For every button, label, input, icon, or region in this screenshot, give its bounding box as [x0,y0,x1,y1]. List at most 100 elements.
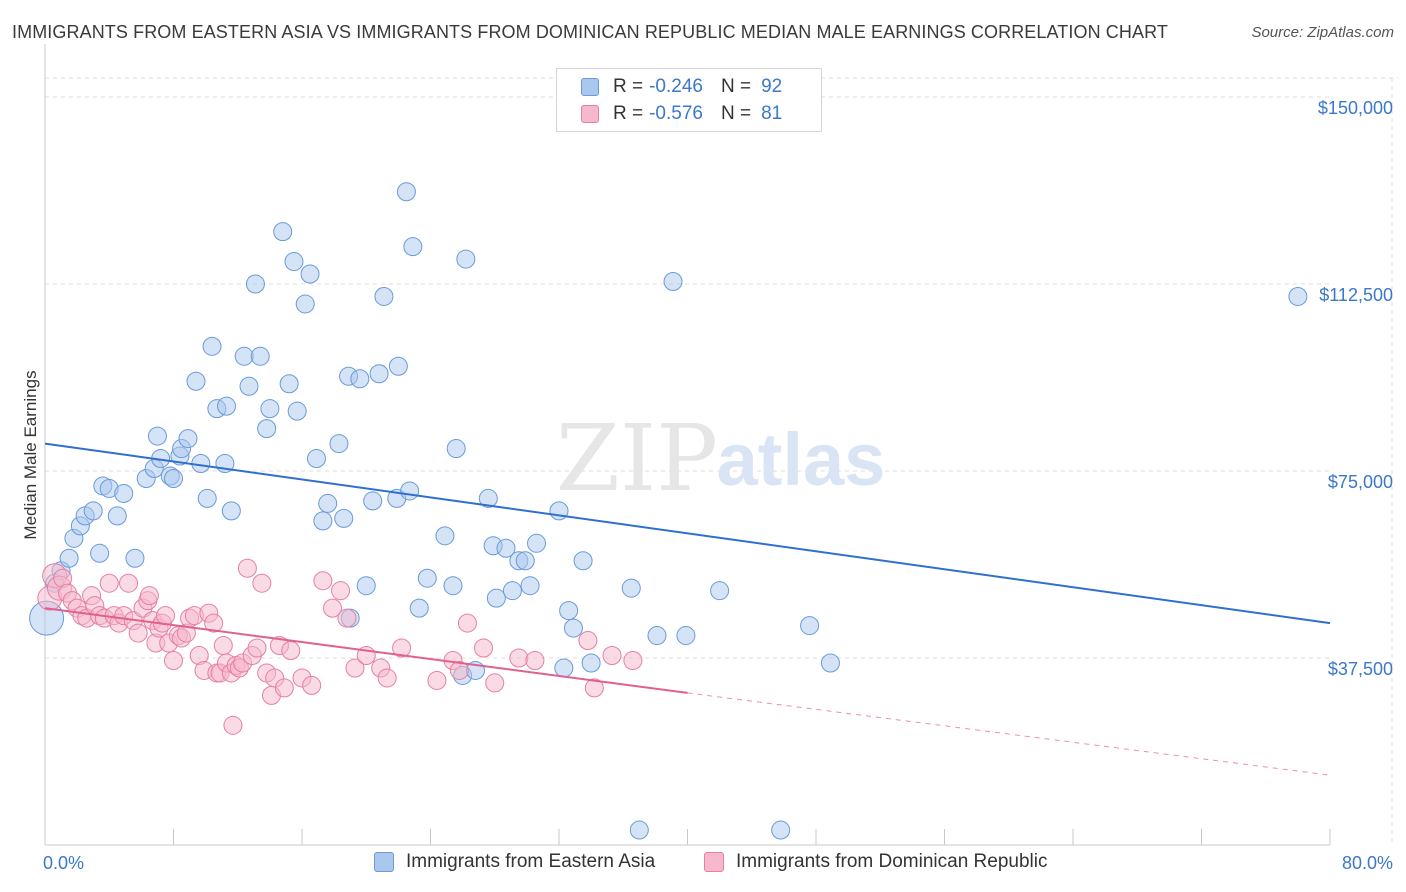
point-dominican-republic [578,631,598,651]
series-legend-eastern-asia: Immigrants from Eastern Asia [374,851,655,873]
point-eastern-asia [356,576,376,596]
point-eastern-asia [245,274,265,294]
y-tick-label: $37,500 [1328,659,1393,679]
chart-title: IMMIGRANTS FROM EASTERN ASIA VS IMMIGRAN… [12,22,1168,42]
point-eastern-asia [260,399,280,419]
point-dominican-republic [485,673,505,693]
point-dominican-republic [119,573,139,593]
point-eastern-asia [107,506,127,526]
point-dominican-republic [623,650,643,670]
point-eastern-asia [573,551,593,571]
point-dominican-republic [237,558,257,578]
point-eastern-asia [559,601,579,621]
point-eastern-asia [621,578,641,598]
point-eastern-asia [403,237,423,257]
point-eastern-asia [400,481,420,501]
series-swatch-blue [374,852,394,872]
x-tick-label: 80.0% [1342,853,1393,873]
point-eastern-asia [710,581,730,601]
point-eastern-asia [676,626,696,646]
point-eastern-asia [234,346,254,366]
point-eastern-asia [313,511,333,531]
point-eastern-asia [800,616,820,636]
point-eastern-asia [287,401,307,421]
point-dominican-republic [427,670,447,690]
legend-n-value: 92 [761,76,783,97]
point-eastern-asia [563,618,583,638]
point-dominican-republic [457,613,477,633]
point-eastern-asia [273,222,293,242]
point-eastern-asia [186,371,206,391]
point-eastern-asia [456,249,476,269]
point-eastern-asia [396,182,416,202]
point-dominican-republic [509,648,529,668]
y-tick-label: $75,000 [1328,472,1393,492]
point-dominican-republic [128,623,148,643]
point-eastern-asia [581,653,601,673]
y-axis-title: Median Male Earnings [21,370,40,539]
point-eastern-asia [369,364,389,384]
trend-line-eastern-asia [44,442,1331,625]
watermark: ZIP atlas [556,405,885,512]
point-eastern-asia [363,491,383,511]
y-tick-label: $150,000 [1318,98,1393,118]
point-eastern-asia [239,376,259,396]
point-eastern-asia [221,501,241,521]
point-dominican-republic [164,650,183,670]
point-eastern-asia [502,581,522,601]
legend-r-value: -0.246 [649,76,703,97]
point-eastern-asia [527,533,547,553]
data-points [29,182,1308,840]
point-eastern-asia [520,576,540,596]
point-eastern-asia [295,294,315,314]
trend-line-dominican-republic [44,607,688,694]
point-dominican-republic [377,668,397,688]
trend-lines [44,442,1331,776]
point-eastern-asia [114,483,134,503]
point-eastern-asia [446,439,466,459]
point-eastern-asia [125,548,145,568]
point-eastern-asia [178,429,198,449]
point-dominican-republic [252,573,272,593]
point-eastern-asia [217,396,237,416]
point-eastern-asia [147,426,167,446]
point-eastern-asia [350,369,370,389]
series-name-dominican-republic: Immigrants from Dominican Republic [736,851,1048,872]
legend-swatch-blue [581,78,599,96]
point-eastern-asia [202,336,222,356]
point-eastern-asia [59,548,79,568]
source-label: Source: ZipAtlas.com [1251,24,1394,41]
point-eastern-asia [663,272,683,292]
point-dominican-republic [525,650,545,670]
series-legend-dominican-republic: Immigrants from Dominican Republic [704,851,1048,873]
point-dominican-republic [247,638,267,658]
point-dominican-republic [155,606,175,626]
point-eastern-asia [90,543,110,563]
axis-labels: $37,500 $75,000 $112,500 $150,000 0.0% 80.0% M… [21,98,1393,873]
legend-r-value: -0.576 [649,103,703,124]
point-eastern-asia [374,286,394,306]
legend-n-label: N = [720,103,752,124]
point-eastern-asia [284,252,304,272]
point-eastern-asia [515,551,535,571]
point-dominican-republic [345,658,365,678]
point-eastern-asia [771,820,791,840]
point-eastern-asia [164,468,183,488]
point-dominican-republic [223,715,243,735]
point-eastern-asia [417,568,437,588]
point-dominican-republic [213,636,233,656]
point-dominican-republic [274,678,294,698]
point-eastern-asia [478,488,498,508]
watermark-zip: ZIP [556,405,718,512]
point-eastern-asia [820,653,840,673]
series-name-eastern-asia: Immigrants from Eastern Asia [406,851,656,872]
point-eastern-asia [486,588,506,608]
legend-r-label: R = [613,103,644,124]
point-dominican-republic [584,678,604,698]
point-dominican-republic [302,675,322,695]
point-eastern-asia [329,434,349,454]
point-eastern-asia [318,493,338,513]
point-eastern-asia [257,419,277,439]
watermark-atlas: atlas [717,418,886,501]
point-eastern-asia [1288,286,1308,306]
